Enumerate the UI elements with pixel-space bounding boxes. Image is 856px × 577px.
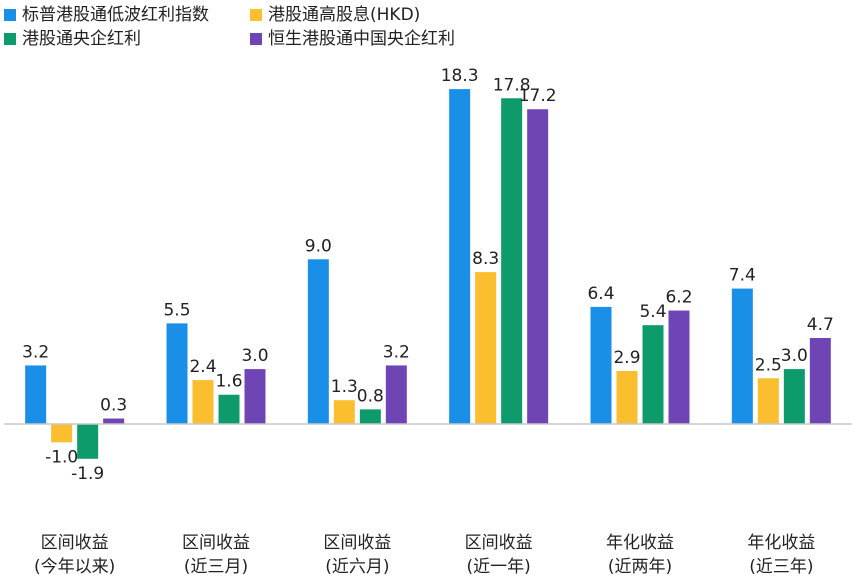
value-label-1-series-2: -1.0 bbox=[45, 447, 78, 467]
bar-1-series-1 bbox=[25, 365, 47, 424]
legend-item-series-1: 标普港股通低波红利指数 bbox=[4, 2, 209, 28]
value-label-4-series-2: 8.3 bbox=[472, 249, 499, 269]
legend-swatch-series-3 bbox=[4, 33, 16, 45]
category-label-2-line-1: 区间收益 bbox=[182, 533, 250, 553]
bar-3-series-4 bbox=[385, 365, 407, 424]
value-label-6-series-3: 3.0 bbox=[781, 346, 808, 366]
value-label-3-series-2: 1.3 bbox=[331, 377, 358, 397]
bar-4-series-2 bbox=[475, 272, 497, 424]
value-label-2-series-4: 3.0 bbox=[241, 346, 268, 366]
value-label-6-series-2: 2.5 bbox=[755, 355, 782, 375]
value-label-1-series-1: 3.2 bbox=[22, 342, 49, 362]
value-label-4-series-1: 18.3 bbox=[441, 66, 479, 86]
bar-2-series-4 bbox=[244, 369, 266, 424]
value-label-5-series-2: 2.9 bbox=[613, 348, 640, 368]
bar-2-series-2 bbox=[192, 380, 214, 424]
bar-6-series-4 bbox=[809, 337, 831, 424]
legend-swatch-series-2 bbox=[250, 9, 262, 21]
bar-6-series-2 bbox=[757, 378, 779, 424]
value-labels-group: 3.2 -1.0-1.9 0.3 5.5 2.41.6 3.0 9.0 1.30.8 3.2 18… bbox=[22, 66, 834, 484]
category-label-3-line-1: 区间收益 bbox=[323, 533, 391, 553]
legend-item-series-2: 港股通高股息(HKD) bbox=[250, 2, 420, 28]
legend-swatch-series-1 bbox=[4, 9, 16, 21]
value-label-4-series-4: 17.2 bbox=[519, 86, 557, 106]
value-label-5-series-3: 5.4 bbox=[639, 302, 666, 322]
bar-1-series-3 bbox=[77, 424, 99, 459]
category-label-6-line-2: (近三年) bbox=[749, 557, 813, 577]
category-label-3-line-2: (近六月) bbox=[325, 557, 389, 577]
category-label-2-line-2: (近三月) bbox=[184, 557, 248, 577]
bar-5-series-1 bbox=[590, 306, 612, 424]
bar-6-series-3 bbox=[783, 369, 805, 424]
category-label-5-line-2: (近两年) bbox=[608, 557, 672, 577]
value-label-2-series-3: 1.6 bbox=[215, 372, 242, 392]
bar-4-series-1 bbox=[449, 89, 471, 425]
legend-label-series-2: 港股通高股息(HKD) bbox=[268, 5, 421, 25]
category-label-6-line-1: 年化收益 bbox=[747, 533, 815, 553]
bar-3-series-3 bbox=[359, 409, 381, 424]
legend-label-series-4: 恒生港股通中国央企红利 bbox=[268, 29, 455, 49]
bar-4-series-3 bbox=[501, 98, 523, 424]
legend-label-series-3: 港股通央企红利 bbox=[22, 29, 141, 49]
bar-5-series-4 bbox=[668, 310, 690, 424]
category-label-4-line-2: (近一年) bbox=[467, 557, 531, 577]
bar-1-series-4 bbox=[103, 418, 125, 424]
value-label-6-series-4: 4.7 bbox=[807, 315, 834, 335]
bar-1-series-2 bbox=[51, 424, 73, 443]
category-label-4-line-1: 区间收益 bbox=[465, 533, 533, 553]
bar-4-series-4 bbox=[527, 109, 549, 425]
legend-label-series-1: 标普港股通低波红利指数 bbox=[22, 5, 209, 25]
value-label-5-series-1: 6.4 bbox=[587, 284, 614, 304]
legend-item-series-4: 恒生港股通中国央企红利 bbox=[250, 26, 455, 52]
value-label-2-series-2: 2.4 bbox=[189, 357, 216, 377]
category-label-1-line-2: (今年以来) bbox=[34, 557, 115, 577]
legend-swatch-series-4 bbox=[250, 33, 262, 45]
bar-3-series-1 bbox=[307, 259, 329, 424]
value-label-2-series-1: 5.5 bbox=[163, 300, 190, 320]
legend-item-series-3: 港股通央企红利 bbox=[4, 26, 141, 52]
category-label-5-line-1: 年化收益 bbox=[606, 533, 674, 553]
bars-group bbox=[25, 89, 831, 459]
value-label-1-series-4: 0.3 bbox=[100, 396, 127, 416]
category-label-1-line-1: 区间收益 bbox=[41, 533, 109, 553]
category-labels-group: 区间收益 (今年以来) 区间收益 (近三月) 区间收益 (近六月) 区间收益 (近一年) 年化收… bbox=[34, 533, 815, 577]
bar-6-series-1 bbox=[731, 288, 753, 424]
value-label-1-series-3: -1.9 bbox=[71, 464, 104, 484]
bar-3-series-2 bbox=[333, 400, 355, 424]
value-label-5-series-4: 6.2 bbox=[665, 288, 692, 308]
value-label-4-series-3: 17.8 bbox=[493, 75, 531, 95]
value-label-6-series-1: 7.4 bbox=[729, 266, 756, 286]
value-label-3-series-3: 0.8 bbox=[357, 386, 384, 406]
bar-2-series-3 bbox=[218, 394, 240, 424]
bar-5-series-3 bbox=[642, 325, 664, 424]
value-label-3-series-1: 9.0 bbox=[305, 236, 332, 256]
bar-2-series-1 bbox=[166, 323, 188, 424]
value-label-3-series-4: 3.2 bbox=[383, 342, 410, 362]
bar-5-series-2 bbox=[616, 370, 638, 424]
